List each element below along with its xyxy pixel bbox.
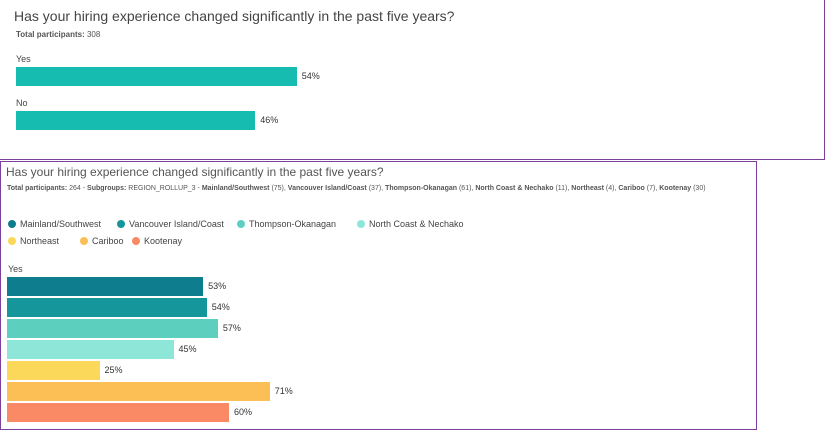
legend-item: Vancouver Island/Coast <box>117 219 224 229</box>
chart2-subgroup-name: Cariboo <box>618 185 645 192</box>
chart1-bar <box>16 111 256 130</box>
chart2-subgroup-count: (30) <box>693 185 706 192</box>
legend-item: Northeast <box>8 236 59 246</box>
chart2-subgroups-value: REGION_ROLLUP_3 <box>128 185 196 192</box>
region-chart-panel: Has your hiring experience changed signi… <box>0 161 757 430</box>
chart2-subgroups-label: Subgroups: <box>87 185 127 192</box>
chart2-subgroup-name: Kootenay <box>659 185 692 192</box>
chart1-title: Has your hiring experience changed signi… <box>14 8 455 24</box>
chart1-category-label: No <box>16 98 28 108</box>
chart2-subgroup-name: North Coast & Nechako <box>475 185 554 192</box>
chart2-subgroup-count: (75) <box>271 185 284 192</box>
legend-item: Thompson-Okanagan <box>237 219 336 229</box>
chart2-value-label: 54% <box>211 302 230 312</box>
chart1-value-label: 46% <box>260 115 279 125</box>
legend-label: Northeast <box>20 236 60 246</box>
chart2-participants-label: Total participants: <box>7 185 68 192</box>
legend-swatch-icon <box>8 237 16 245</box>
chart2-value-label: 71% <box>274 386 293 396</box>
chart2-subgroup-name: Northeast <box>571 185 604 192</box>
chart2-bar <box>7 340 174 359</box>
chart1-participants-label: Total participants: <box>16 30 85 39</box>
legend-item: North Coast & Nechako <box>357 219 464 229</box>
chart2-bar <box>7 382 270 401</box>
chart2-bar <box>7 361 100 380</box>
legend-swatch-icon <box>80 237 88 245</box>
chart1-bar <box>16 67 297 86</box>
chart1-participants: Total participants: 308 <box>16 30 100 39</box>
chart1-participants-value: 308 <box>86 30 101 39</box>
chart2-subgroup-count: (61) <box>458 185 472 192</box>
chart2-title: Has your hiring experience changed signi… <box>6 165 384 179</box>
chart2-subgroup-list: - Mainland/Southwest (75), Vancouver Isl… <box>197 185 706 192</box>
chart1-value-label: 54% <box>301 71 320 81</box>
overall-chart-panel: Has your hiring experience changed signi… <box>0 0 825 160</box>
legend-item: Kootenay <box>132 236 182 246</box>
legend-item: Mainland/Southwest <box>8 219 101 229</box>
chart2-subgroup-count: (4) <box>605 185 615 192</box>
chart2-value-label: 60% <box>234 407 253 417</box>
legend-label: Kootenay <box>144 236 183 246</box>
chart2-subgroup-count: (37) <box>368 185 382 192</box>
chart2-bar <box>7 319 218 338</box>
chart2-participants: Total participants: 264 - Subgroups: REG… <box>7 185 706 192</box>
legend-label: Mainland/Southwest <box>20 219 102 229</box>
chart2-value-label: 25% <box>104 365 123 375</box>
chart2-subgroup-name: Mainland/Southwest <box>201 185 270 192</box>
legend-swatch-icon <box>357 220 365 228</box>
legend-swatch-icon <box>117 220 125 228</box>
chart2-bar <box>7 298 207 317</box>
legend-label: Cariboo <box>92 236 124 246</box>
legend-label: North Coast & Nechako <box>369 219 464 229</box>
legend-label: Vancouver Island/Coast <box>129 219 224 229</box>
chart2-bar <box>7 403 229 422</box>
chart2-bar <box>7 277 204 296</box>
chart2-subgroup-name: Vancouver Island/Coast <box>287 185 367 192</box>
chart2-subgroup-count: (11) <box>555 185 568 192</box>
legend-label: Thompson-Okanagan <box>249 219 337 229</box>
legend-swatch-icon <box>132 237 140 245</box>
chart2-category-label: Yes <box>8 264 23 274</box>
legend-swatch-icon <box>8 220 16 228</box>
chart2-value-label: 57% <box>222 323 241 333</box>
legend-swatch-icon <box>237 220 245 228</box>
chart2-subgroup-count: (7) <box>646 185 656 192</box>
chart1-category-label: Yes <box>16 54 31 64</box>
legend-item: Cariboo <box>80 236 124 246</box>
chart2-value-label: 45% <box>178 344 197 354</box>
chart2-subgroup-name: Thompson-Okanagan <box>385 185 458 192</box>
chart2-value-label: 53% <box>208 281 227 291</box>
chart2-participants-value: 264 <box>69 185 81 192</box>
